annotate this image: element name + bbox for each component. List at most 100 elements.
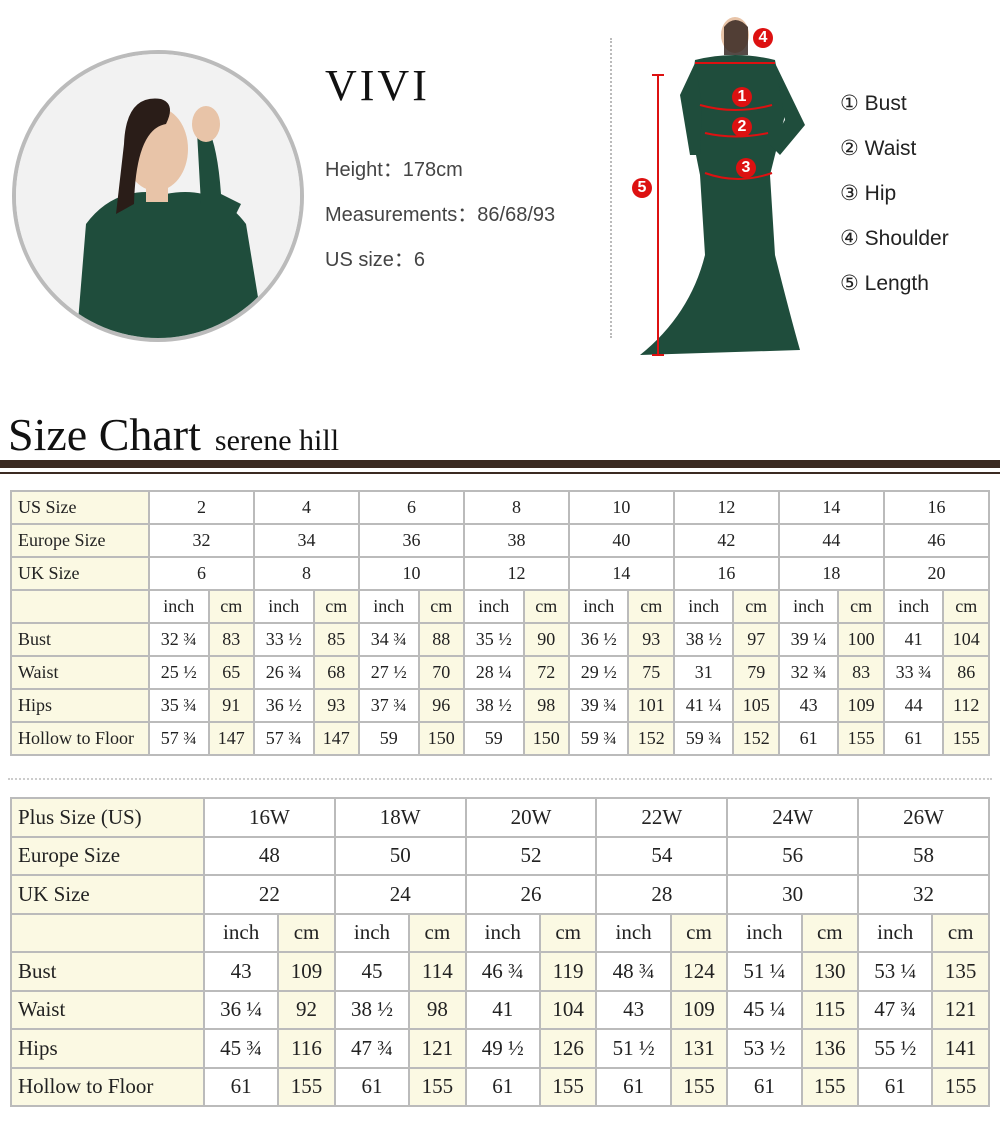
unit-inch: inch [726,912,803,953]
size-cell: 22 [203,874,336,915]
measure-cell: 114 [408,951,467,992]
measure-cell: 43 [595,989,672,1030]
size-cell: 2 [148,490,255,525]
measure-cell: 43 [202,951,280,992]
measure-cell: 31 [672,655,735,690]
measure-cell: 59 [462,721,525,756]
size-cell: 34 [252,523,360,558]
legend-hip: ③ Hip [840,182,897,205]
size-cell: 20 [882,556,991,591]
measure-cell: 41 [464,989,541,1030]
measure-cell: 35 ½ [462,622,525,657]
measure-cell: 147 [312,721,360,756]
measure-cell: 104 [942,622,990,657]
size-cell: 18W [333,797,467,838]
size-cell: 16 [882,490,991,525]
unit-inch: inch [857,912,934,953]
measure-cell: 126 [538,1028,598,1069]
measure-cell: 97 [732,622,780,657]
row-label: Europe Size [10,835,205,876]
measurement-diagram: 4 1 2 3 5 [620,15,820,365]
measure-cell: 28 ¼ [462,655,525,690]
unit-cm: cm [417,589,465,624]
measure-label: Hips [10,688,150,723]
measure-cell: 68 [312,655,360,690]
measure-cell: 43 [777,688,840,723]
measure-cell: 57 ¾ [148,721,210,756]
measure-cell: 88 [417,622,465,657]
measure-cell: 105 [732,688,780,723]
size-row: UK Size 22 24 26 28 30 32 [10,874,990,915]
measure-cell: 59 ¾ [672,721,735,756]
measure-cell: 34 ¾ [357,622,420,657]
measure-cell: 49 ½ [464,1028,541,1069]
measure-cell: 131 [669,1028,729,1069]
measure-cell: 104 [538,989,598,1030]
unit-cm: cm [669,912,729,953]
unit-cm: cm [732,589,780,624]
measure-cell: 38 ½ [333,989,411,1030]
divider [610,38,612,338]
measure-cell: 98 [522,688,570,723]
unit-cm: cm [312,589,360,624]
measure-cell: 100 [837,622,885,657]
measure-cell: 36 ½ [567,622,630,657]
size-cell: 12 [672,490,780,525]
size-cell: 14 [567,556,675,591]
measure-cell: 59 ¾ [567,721,630,756]
measure-cell: 47 ¾ [333,1028,411,1069]
unit-inch: inch [252,589,315,624]
measure-cell: 130 [800,951,860,992]
title-rule-thin [0,472,1000,474]
row-label: Plus Size (US) [10,797,205,838]
legend-bust: ① Bust [840,92,907,115]
size-cell: 50 [333,835,467,876]
size-cell: 4 [252,490,360,525]
measure-cell: 38 ½ [462,688,525,723]
unit-cm: cm [207,589,255,624]
measure-cell: 61 [333,1066,411,1107]
size-cell: 6 [357,490,465,525]
unit-inch: inch [777,589,840,624]
measure-cell: 32 ¾ [148,622,210,657]
measure-cell: 119 [538,951,598,992]
measure-cell: 35 ¾ [148,688,210,723]
measure-cell: 112 [942,688,990,723]
unit-inch: inch [567,589,630,624]
measure-cell: 37 ¾ [357,688,420,723]
measure-cell: 61 [464,1066,541,1107]
size-cell: 8 [252,556,360,591]
size-cell: 56 [726,835,860,876]
measure-cell: 155 [669,1066,729,1107]
measure-cell: 45 ¾ [202,1028,280,1069]
measure-cell: 121 [408,1028,467,1069]
marker-4: 4 [753,28,773,48]
measure-cell: 155 [277,1066,336,1107]
measure-cell: 75 [627,655,675,690]
row-label: UK Size [10,874,205,915]
measure-cell: 136 [800,1028,860,1069]
measure-cell: 47 ¾ [857,989,934,1030]
brand-name: serene hill [214,424,340,457]
measure-label: Hips [10,1028,205,1069]
measure-cell: 61 [202,1066,280,1107]
legend-waist: ② Waist [840,137,917,160]
measure-cell: 61 [595,1066,672,1107]
measure-cell: 155 [538,1066,598,1107]
size-cell: 32 [857,874,990,915]
measure-cell: 61 [882,721,945,756]
measure-cell: 109 [837,688,885,723]
size-cell: 16W [203,797,336,838]
measure-row: Bust 32 ¾ 83 33 ½ 85 34 ¾ 88 35 ½ 90 36 ½ 93 38 ½ 97… [10,622,990,657]
measure-cell: 65 [207,655,255,690]
size-cell: 46 [882,523,991,558]
unit-inch: inch [595,912,672,953]
measure-cell: 26 ¾ [252,655,315,690]
size-cell: 30 [726,874,860,915]
measure-cell: 41 ¼ [672,688,735,723]
measure-cell: 32 ¾ [777,655,840,690]
size-chart-title: Size Chart serene hill [8,408,339,461]
measure-cell: 39 ¼ [777,622,840,657]
size-row: Plus Size (US) 16W 18W 20W 22W 24W 26W [10,797,990,838]
